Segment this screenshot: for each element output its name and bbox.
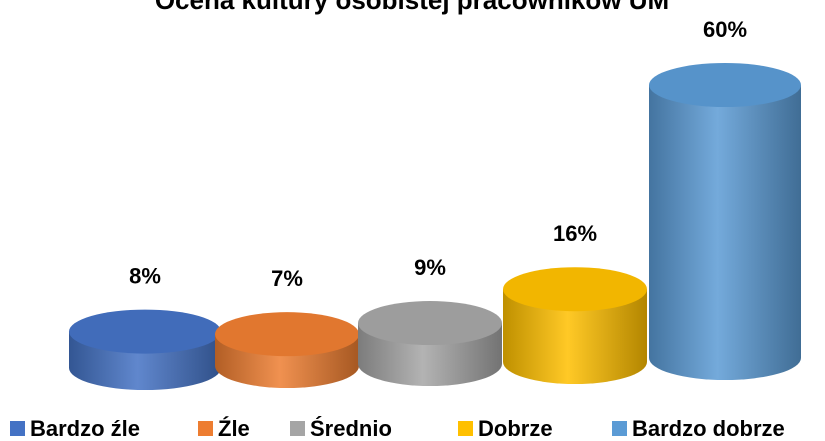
legend-label: Bardzo źle bbox=[30, 416, 140, 441]
legend-label: Dobrze bbox=[478, 416, 553, 441]
legend-swatch bbox=[458, 421, 473, 436]
legend-swatch bbox=[10, 421, 25, 436]
cylinder-top bbox=[503, 267, 647, 312]
cylinder-top bbox=[69, 309, 221, 354]
data-label: 16% bbox=[553, 221, 597, 246]
legend-label: Bardzo dobrze bbox=[632, 416, 785, 441]
legend-swatch bbox=[290, 421, 305, 436]
cylinder-body bbox=[649, 85, 801, 380]
data-label: 7% bbox=[271, 266, 303, 291]
cylinder-top bbox=[215, 312, 359, 357]
legend-label: Średnio bbox=[310, 416, 392, 441]
chart-title: Ocena kultury osobistej pracowników UM bbox=[155, 0, 669, 15]
legend-swatch bbox=[198, 421, 213, 436]
data-label: 8% bbox=[129, 263, 161, 288]
cylinder-top bbox=[358, 301, 502, 346]
data-label: 9% bbox=[414, 255, 446, 280]
legend-label: Źle bbox=[218, 416, 250, 441]
legend-swatch bbox=[612, 421, 627, 436]
cylinder-top bbox=[649, 63, 801, 107]
data-label: 60% bbox=[703, 17, 747, 42]
cylinder-body bbox=[503, 289, 647, 384]
